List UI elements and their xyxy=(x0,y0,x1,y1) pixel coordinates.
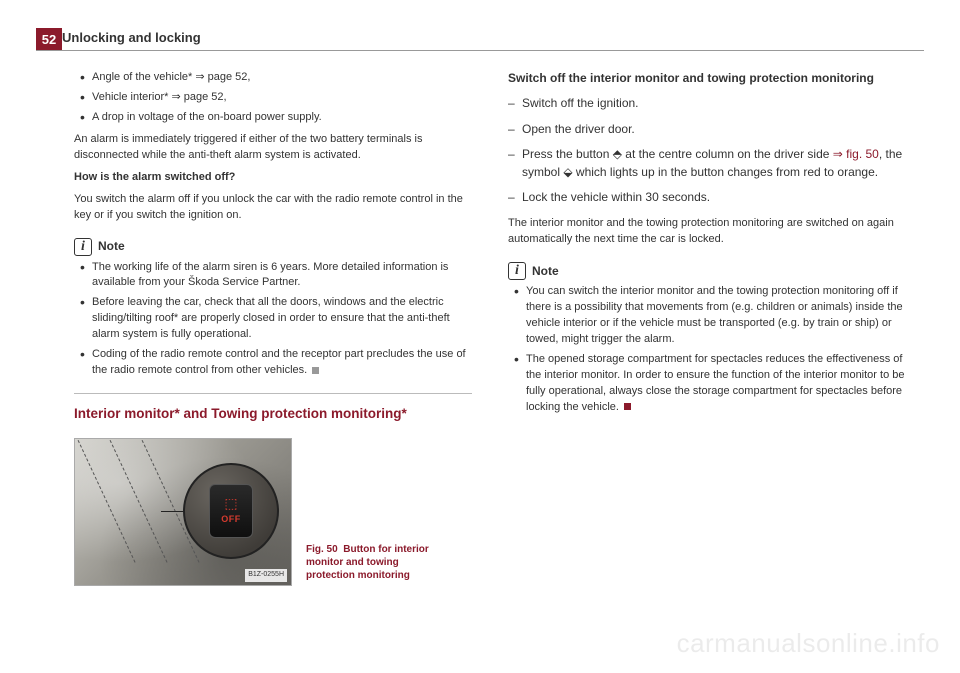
content-columns: • Angle of the vehicle* ⇒ page 52, • Veh… xyxy=(74,70,906,643)
info-icon: i xyxy=(508,262,526,280)
bullet-icon: • xyxy=(80,295,92,343)
car-symbol-icon: ⬘ xyxy=(613,147,622,161)
left-column: • Angle of the vehicle* ⇒ page 52, • Veh… xyxy=(74,70,472,643)
list-item: • The working life of the alarm siren is… xyxy=(80,260,472,292)
sub-heading: How is the alarm switched off? xyxy=(74,170,472,186)
bullet-icon: • xyxy=(80,347,92,379)
page-header: Unlocking and locking xyxy=(62,30,201,45)
end-marker-icon xyxy=(624,403,631,410)
list-item: • You can switch the interior monitor an… xyxy=(514,284,906,348)
bullet-icon: • xyxy=(80,260,92,292)
bullet-icon: • xyxy=(80,70,92,86)
paragraph: An alarm is immediately triggered if eit… xyxy=(74,132,472,164)
bullet-text: Before leaving the car, check that all t… xyxy=(92,295,472,343)
bullet-icon: • xyxy=(514,352,526,416)
figure-number: Fig. 50 xyxy=(306,544,338,555)
sub-heading: Switch off the interior monitor and towi… xyxy=(508,70,906,87)
bullet-icon: • xyxy=(80,110,92,126)
list-item: • Before leaving the car, check that all… xyxy=(80,295,472,343)
note-bullet-list: • The working life of the alarm siren is… xyxy=(74,260,472,380)
note-heading: i Note xyxy=(74,238,472,256)
indicator-symbol-icon: ⬙ xyxy=(563,165,572,179)
top-bullet-list: • Angle of the vehicle* ⇒ page 52, • Veh… xyxy=(74,70,472,126)
note-bullet-list: • You can switch the interior monitor an… xyxy=(508,284,906,416)
step-item: – Switch off the ignition. xyxy=(508,95,906,112)
figure-row: ⬚ OFF B1Z-0255H Fig. 50 Button for inter… xyxy=(74,438,472,586)
list-item: • Coding of the radio remote control and… xyxy=(80,347,472,379)
bullet-text-inner: The opened storage compartment for spect… xyxy=(526,353,905,413)
note-label: Note xyxy=(98,238,125,255)
step-text-part: Press the button xyxy=(522,147,613,161)
step-text: Open the driver door. xyxy=(522,121,635,138)
header-rule xyxy=(36,50,924,51)
dash-icon: – xyxy=(508,95,522,112)
bullet-text: Angle of the vehicle* ⇒ page 52, xyxy=(92,70,472,86)
right-column: Switch off the interior monitor and towi… xyxy=(508,70,906,643)
paragraph: The interior monitor and the towing prot… xyxy=(508,216,906,248)
bullet-text: Vehicle interior* ⇒ page 52, xyxy=(92,90,472,106)
bullet-text: You can switch the interior monitor and … xyxy=(526,284,906,348)
paragraph: You switch the alarm off if you unlock t… xyxy=(74,192,472,224)
list-item: • Angle of the vehicle* ⇒ page 52, xyxy=(80,70,472,86)
step-text-part: which lights up in the button changes fr… xyxy=(573,165,879,179)
note-label: Note xyxy=(532,263,559,280)
section-rule xyxy=(74,393,472,394)
bullet-text: The working life of the alarm siren is 6… xyxy=(92,260,472,292)
section-title: Interior monitor* and Towing protection … xyxy=(74,404,472,424)
dash-icon: – xyxy=(508,146,522,181)
dash-icon: – xyxy=(508,121,522,138)
step-text: Press the button ⬘ at the centre column … xyxy=(522,146,906,181)
list-item: • A drop in voltage of the on-board powe… xyxy=(80,110,472,126)
bullet-text: The opened storage compartment for spect… xyxy=(526,352,906,416)
step-text: Switch off the ignition. xyxy=(522,95,639,112)
list-item: • The opened storage compartment for spe… xyxy=(514,352,906,416)
bullet-icon: • xyxy=(80,90,92,106)
bullet-text-inner: Coding of the radio remote control and t… xyxy=(92,348,466,376)
step-item: – Lock the vehicle within 30 seconds. xyxy=(508,189,906,206)
info-icon: i xyxy=(74,238,92,256)
car-outline-icon: ⬚ xyxy=(224,496,237,510)
step-text-part: at the centre column on the driver side xyxy=(622,147,833,161)
bullet-text: A drop in voltage of the on-board power … xyxy=(92,110,472,126)
note-heading: i Note xyxy=(508,262,906,280)
dash-icon: – xyxy=(508,189,522,206)
off-label: OFF xyxy=(221,513,241,526)
bullet-text: Coding of the radio remote control and t… xyxy=(92,347,472,379)
bullet-icon: • xyxy=(514,284,526,348)
figure-image: ⬚ OFF B1Z-0255H xyxy=(74,438,292,586)
step-text: Lock the vehicle within 30 seconds. xyxy=(522,189,710,206)
figure-caption: Fig. 50 Button for interior monitor and … xyxy=(306,543,446,586)
list-item: • Vehicle interior* ⇒ page 52, xyxy=(80,90,472,106)
end-marker-icon xyxy=(312,367,319,374)
page-number: 52 xyxy=(36,28,62,50)
figure-code: B1Z-0255H xyxy=(245,569,287,581)
inset-circle: ⬚ OFF xyxy=(183,463,279,559)
figure-reference: ⇒ fig. 50 xyxy=(833,147,879,161)
step-item: – Press the button ⬘ at the centre colum… xyxy=(508,146,906,181)
step-item: – Open the driver door. xyxy=(508,121,906,138)
off-button-graphic: ⬚ OFF xyxy=(209,484,253,538)
